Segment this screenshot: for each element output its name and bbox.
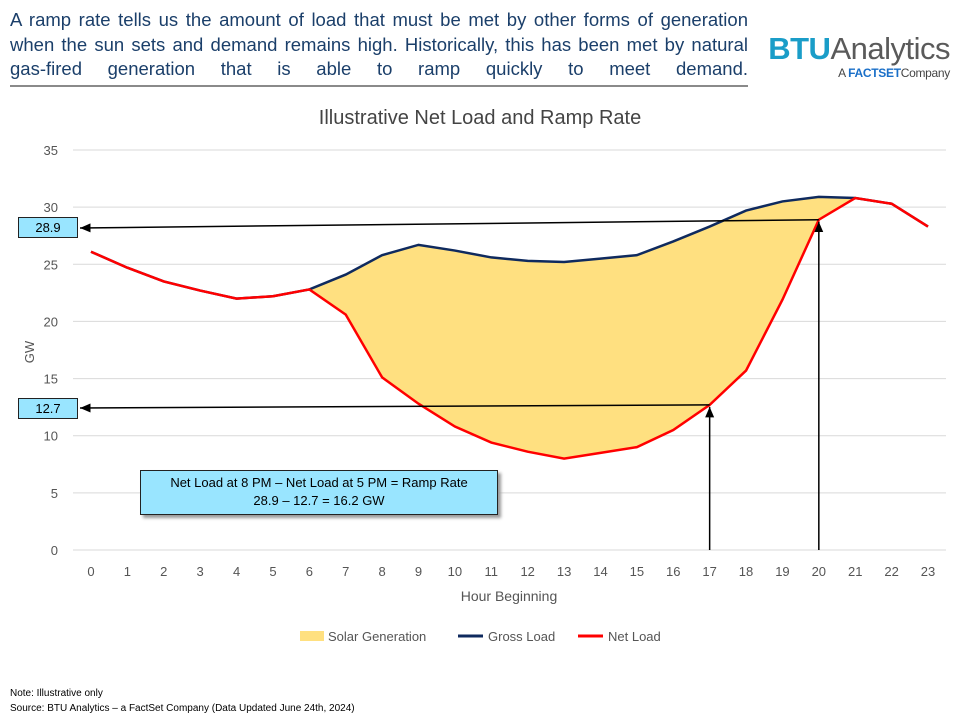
x-tick-label: 23 (921, 564, 935, 579)
x-tick-label: 0 (87, 564, 94, 579)
marker-high-box: 28.9 (18, 217, 78, 238)
x-tick-label: 14 (593, 564, 607, 579)
x-tick-label: 21 (848, 564, 862, 579)
divider (10, 85, 748, 87)
y-axis-label: GW (22, 340, 37, 363)
x-axis-label: Hour Beginning (461, 588, 558, 604)
formula-line-1: Net Load at 8 PM – Net Load at 5 PM = Ra… (170, 475, 468, 490)
x-tick-label: 11 (485, 564, 499, 579)
logo-company: Company (900, 66, 951, 80)
x-tick-label: 7 (342, 564, 349, 579)
legend-label-net: Net Load (608, 629, 661, 644)
formula-line-2: 28.9 – 12.7 = 16.2 GW (253, 493, 385, 508)
solar-generation-area (91, 196, 928, 459)
x-tick-label: 18 (739, 564, 753, 579)
legend-label-gross: Gross Load (488, 629, 555, 644)
chart-title: Illustrative Net Load and Ramp Rate (319, 107, 641, 129)
intro-text: A ramp rate tells us the amount of load … (10, 9, 748, 79)
legend-swatch-solar (300, 631, 324, 641)
y-tick-label: 5 (51, 486, 58, 501)
x-tick-label: 5 (269, 564, 276, 579)
x-tick-label: 12 (520, 564, 534, 579)
net-load-line (90, 196, 929, 460)
x-tick-label: 20 (812, 564, 826, 579)
x-tick-label: 22 (884, 564, 898, 579)
y-tick-label: 20 (44, 314, 58, 329)
legend: Solar Generation Gross Load Net Load (300, 629, 661, 644)
logo-factset: FACTSET (848, 66, 901, 80)
x-tick-label: 3 (197, 564, 204, 579)
y-tick-label: 25 (44, 257, 58, 272)
y-tick-label: 0 (51, 543, 58, 558)
y-tick-label: 15 (44, 372, 58, 387)
x-tick-label: 8 (379, 564, 386, 579)
x-tick-label: 4 (233, 564, 240, 579)
x-tick-label: 15 (630, 564, 644, 579)
y-tick-label: 30 (44, 200, 58, 215)
x-tick-label: 10 (448, 564, 462, 579)
x-tick-label: 19 (775, 564, 789, 579)
x-tick-label: 9 (415, 564, 422, 579)
x-tick-label: 1 (124, 564, 131, 579)
logo-a: A (838, 66, 846, 80)
logo-btu: BTU (768, 31, 831, 66)
x-tick-label: 17 (702, 564, 716, 579)
legend-label-solar: Solar Generation (328, 629, 426, 644)
horizontal-arrow-high (79, 218, 819, 233)
logo-analytics: Analytics (830, 31, 950, 66)
note: Note: Illustrative only (10, 688, 103, 699)
formula-box: Net Load at 8 PM – Net Load at 5 PM = Ra… (140, 470, 498, 515)
x-tick-label: 16 (666, 564, 680, 579)
x-tick-label: 13 (557, 564, 571, 579)
x-tick-label: 2 (160, 564, 167, 579)
x-tick-label: 6 (306, 564, 313, 579)
y-tick-label: 10 (44, 429, 58, 444)
y-tick-label: 35 (44, 143, 58, 158)
horizontal-arrow-low (79, 403, 710, 413)
source: Source: BTU Analytics – a FactSet Compan… (10, 703, 355, 714)
marker-low-box: 12.7 (18, 398, 78, 419)
btu-logo: BTUAnalytics A FACTSETCompany (760, 31, 951, 81)
